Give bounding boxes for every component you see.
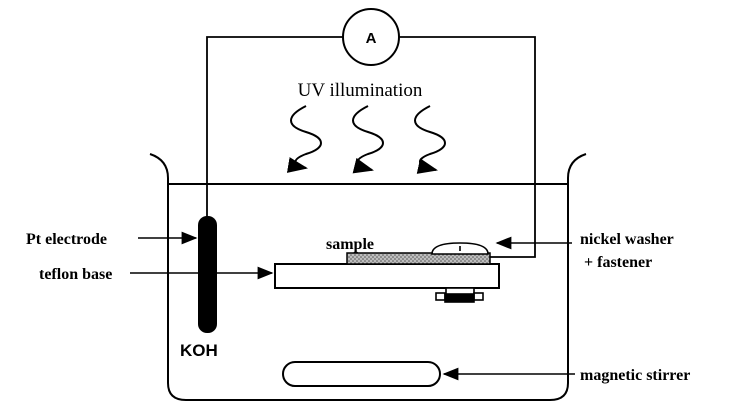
fastener-label: + fastener bbox=[584, 254, 652, 271]
sample-label: sample bbox=[326, 236, 374, 253]
beaker bbox=[149, 153, 587, 401]
nickel-washer-fastener bbox=[431, 242, 489, 303]
fastener-nut-body bbox=[444, 293, 475, 303]
ammeter: A bbox=[342, 8, 400, 66]
uv-illumination-label: UV illumination bbox=[298, 80, 423, 101]
right-circuit-wire bbox=[399, 36, 536, 258]
label-arrows bbox=[130, 231, 575, 381]
ammeter-circle bbox=[342, 8, 400, 66]
left-circuit-wire bbox=[206, 36, 343, 230]
pt-electrode bbox=[198, 216, 217, 333]
teflon-base-label: teflon base bbox=[39, 266, 112, 283]
magnetic-stirrer bbox=[282, 361, 441, 387]
magnetic-stirrer-label: magnetic stirrer bbox=[580, 367, 690, 384]
sample bbox=[346, 252, 491, 265]
fastener-left bbox=[435, 292, 446, 301]
circuit-wires bbox=[206, 36, 536, 258]
pt-electrode-label: Pt electrode bbox=[26, 231, 107, 248]
uv-wave-2 bbox=[352, 105, 384, 174]
uv-wave-1 bbox=[286, 105, 322, 173]
ammeter-label: A bbox=[366, 30, 377, 47]
uv-wave-arrows bbox=[286, 105, 446, 174]
uv-wave-3 bbox=[414, 105, 446, 174]
beaker-outline bbox=[149, 153, 587, 401]
fastener-right bbox=[473, 292, 484, 301]
teflon-base bbox=[274, 263, 500, 289]
koh-label: KOH bbox=[180, 341, 218, 360]
nickel-washer-label: nickel washer bbox=[580, 231, 674, 248]
